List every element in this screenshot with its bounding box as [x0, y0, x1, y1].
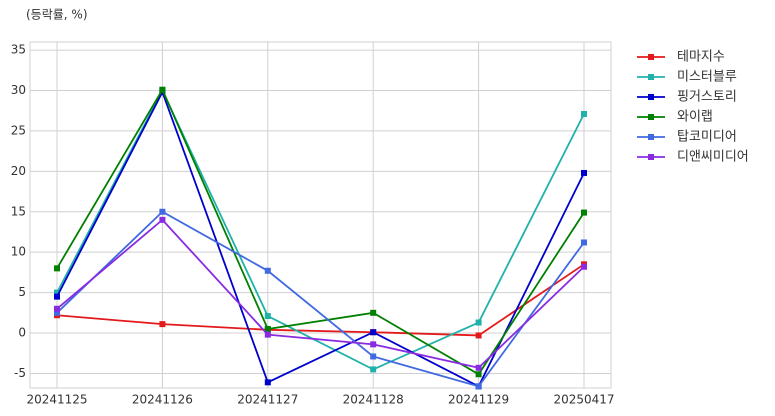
y-axis-label: (등락률, %)	[26, 8, 88, 22]
y-tick-label: 0	[18, 326, 26, 340]
legend-label: 테마지수	[677, 50, 725, 65]
series-line	[56, 218, 585, 369]
point	[264, 325, 271, 332]
point	[370, 309, 377, 316]
legend-label: 탑코미디어	[677, 130, 737, 145]
legend-label: 와이랩	[677, 110, 713, 125]
point	[54, 305, 60, 312]
x-tick-label: 20241125	[26, 393, 87, 407]
point	[264, 267, 271, 274]
x-tick-label: 20241126	[132, 393, 193, 407]
series-line	[56, 263, 585, 337]
y-tick-label: 30	[11, 83, 26, 97]
y-tick-label: 20	[11, 164, 26, 178]
point	[475, 319, 482, 326]
point	[264, 313, 271, 320]
point	[264, 331, 271, 338]
point	[159, 86, 166, 93]
legend-marker	[648, 74, 654, 80]
point	[54, 289, 60, 296]
series-line	[56, 210, 585, 388]
point	[264, 379, 271, 386]
point	[581, 263, 587, 270]
x-tick-label: 20241128	[343, 393, 404, 407]
point	[54, 309, 60, 316]
point	[370, 329, 377, 336]
y-tick-label: 25	[11, 123, 26, 137]
point	[370, 341, 377, 348]
legend-marker	[648, 94, 654, 100]
x-tick-label: 20250417	[553, 393, 614, 407]
legend-label: 디앤씨미디어	[677, 150, 749, 165]
y-tick-label: 5	[18, 285, 26, 299]
legend-label: 미스터블루	[677, 70, 737, 85]
point	[475, 332, 482, 339]
point	[159, 208, 166, 215]
legend-label: 핑거스토리	[677, 90, 737, 105]
point	[159, 216, 166, 223]
legend-marker	[648, 54, 654, 60]
point	[581, 169, 587, 176]
y-tick-label: 10	[11, 245, 26, 259]
point	[581, 239, 587, 246]
y-tick-label: 35	[11, 43, 26, 57]
legend-marker	[648, 134, 654, 140]
plot-frame	[29, 41, 612, 389]
point	[475, 364, 482, 371]
legend-marker	[648, 154, 654, 160]
point	[475, 371, 482, 378]
point	[370, 353, 377, 360]
x-tick-label: 20241129	[448, 393, 509, 407]
series-line	[56, 87, 585, 376]
point	[54, 293, 60, 300]
x-tick-label: 20241127	[237, 393, 298, 407]
point	[159, 321, 166, 328]
legend-marker	[648, 114, 654, 120]
point	[581, 209, 587, 216]
y-tick-label: -5	[14, 366, 26, 380]
series-line	[56, 88, 585, 371]
point	[54, 265, 60, 272]
point	[581, 110, 587, 117]
y-tick-label: 15	[11, 204, 26, 218]
point	[475, 383, 482, 390]
point	[370, 366, 377, 373]
